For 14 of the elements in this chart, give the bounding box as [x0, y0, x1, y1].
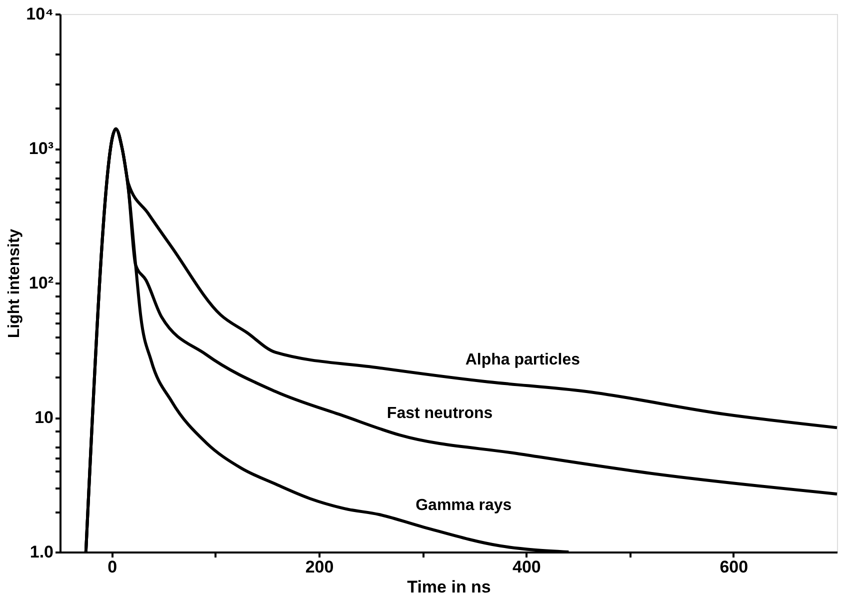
series-label: Fast neutrons	[386, 405, 493, 422]
x-tick-label: 400	[512, 558, 541, 576]
x-axis-title: Time in ns	[407, 578, 491, 596]
y-axis-title: Light intensity	[6, 228, 24, 338]
x-tick-label: 200	[305, 558, 334, 576]
x-tick-label: 600	[720, 558, 748, 576]
y-tick-label: 10³	[28, 139, 54, 158]
y-tick-label: 10	[34, 408, 54, 427]
y-tick-label: 10²	[28, 274, 54, 292]
series-label: Gamma rays	[416, 497, 512, 514]
y-tick-label: 1.0	[30, 542, 54, 562]
y-tick-label: 10⁴	[26, 4, 54, 24]
series-label: Alpha particles	[465, 351, 580, 368]
x-tick-label: 0	[108, 558, 118, 576]
